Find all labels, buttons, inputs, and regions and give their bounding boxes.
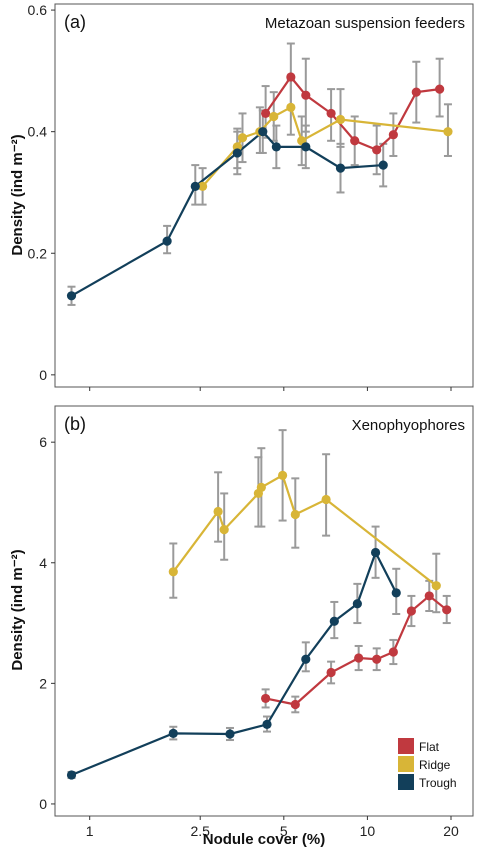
data-point-trough <box>301 142 311 152</box>
data-point-trough <box>162 236 172 246</box>
x-tick-label: 5 <box>280 823 288 839</box>
data-point-ridge <box>321 494 331 505</box>
data-point-flat <box>372 654 382 664</box>
data-point-ridge <box>256 482 266 492</box>
x-tick-label: 1 <box>86 823 94 839</box>
panel-b-frame <box>54 405 474 817</box>
data-point-ridge <box>213 506 223 517</box>
x-tick-label: 20 <box>443 823 459 839</box>
data-point-flat <box>261 693 271 704</box>
panel-b: (b) Xenophyophores 0 2 4 6 1 2.5 5 10 20 Densit… <box>9 405 474 839</box>
data-point-ridge <box>168 567 178 577</box>
data-point-flat <box>388 130 398 140</box>
panel-b-y-axis: 0 2 4 6 <box>39 434 55 812</box>
x-axis-title: Nodule cover (%) <box>203 831 326 848</box>
data-point-flat <box>350 136 360 146</box>
y-tick-label: 4 <box>39 555 47 571</box>
data-point-ridge <box>197 181 208 191</box>
legend: Flat Ridge Trough <box>398 738 457 790</box>
y-tick-label: 0 <box>39 796 47 812</box>
data-point-trough <box>262 719 272 729</box>
panel-b-tag: (b) <box>64 414 86 434</box>
panel-b-plot-area <box>66 429 452 780</box>
y-tick-label: 0 <box>39 367 47 383</box>
data-point-trough <box>232 148 242 158</box>
legend-label-flat: Flat <box>419 740 440 754</box>
data-point-flat <box>286 72 296 82</box>
data-point-ridge <box>286 102 296 112</box>
legend-swatch-flat <box>398 738 414 754</box>
data-point-flat <box>354 653 364 663</box>
panel-a-title: Metazoan suspension feeders <box>265 15 465 32</box>
data-point-trough <box>168 728 178 738</box>
panel-b-x-axis: 1 2.5 5 10 20 <box>86 816 459 839</box>
data-point-trough <box>301 654 311 664</box>
series-line-flat <box>265 594 448 706</box>
data-point-flat <box>435 84 445 94</box>
panel-a-y-axis: 0 0.2 0.4 0.6 <box>28 2 55 383</box>
data-point-ridge <box>431 581 441 591</box>
data-point-flat <box>411 87 421 97</box>
y-tick-label: 2 <box>39 675 47 691</box>
data-point-trough <box>370 547 381 558</box>
data-point-flat <box>424 591 434 601</box>
data-point-trough <box>335 163 346 173</box>
y-tick-label: 0.2 <box>28 245 48 261</box>
data-point-trough <box>271 142 281 152</box>
data-point-flat <box>326 108 336 119</box>
data-point-trough <box>225 729 235 739</box>
y-tick-label: 0.4 <box>28 124 48 140</box>
y-tick-label: 0.6 <box>28 2 48 18</box>
data-point-trough <box>66 291 77 301</box>
data-point-trough <box>378 160 388 170</box>
data-point-flat <box>388 647 398 657</box>
data-point-ridge <box>277 470 288 480</box>
data-point-flat <box>406 606 416 616</box>
x-tick-label: 2.5 <box>190 823 210 839</box>
legend-label-ridge: Ridge <box>419 758 451 772</box>
panel-b-title: Xenophyophores <box>352 417 465 434</box>
legend-swatch-ridge <box>398 756 414 772</box>
data-point-trough <box>66 770 77 780</box>
data-point-flat <box>326 667 336 678</box>
panel-a-y-axis-title: Density (ind m⁻²) <box>9 134 26 255</box>
panel-a: (a) Metazoan suspension feeders 00.20.40… <box>9 2 474 391</box>
data-point-ridge <box>335 114 346 125</box>
data-point-trough <box>258 127 268 137</box>
data-point-trough <box>352 599 362 609</box>
data-point-flat <box>442 605 452 615</box>
legend-swatch-trough <box>398 774 414 790</box>
data-point-ridge <box>219 525 229 535</box>
data-point-flat <box>372 145 382 155</box>
data-point-flat <box>261 108 271 119</box>
x-tick-label: 10 <box>360 823 376 839</box>
panel-a-tag: (a) <box>64 12 86 32</box>
data-point-flat <box>301 90 311 100</box>
panel-a-frame <box>54 3 474 388</box>
data-point-flat <box>290 699 300 710</box>
data-point-ridge <box>443 127 453 137</box>
data-point-trough <box>391 588 401 598</box>
data-point-trough <box>329 616 339 626</box>
data-point-ridge <box>269 111 279 122</box>
panel-a-x-axis <box>89 387 452 391</box>
legend-label-trough: Trough <box>419 776 457 790</box>
series-line-trough <box>70 130 384 297</box>
y-tick-label: 6 <box>39 434 47 450</box>
data-point-ridge <box>237 133 248 143</box>
panel-a-plot-area <box>66 42 453 306</box>
panel-b-y-axis-title: Density (ind m⁻²) <box>9 549 26 670</box>
data-point-ridge <box>290 509 300 520</box>
data-point-trough <box>190 181 200 191</box>
